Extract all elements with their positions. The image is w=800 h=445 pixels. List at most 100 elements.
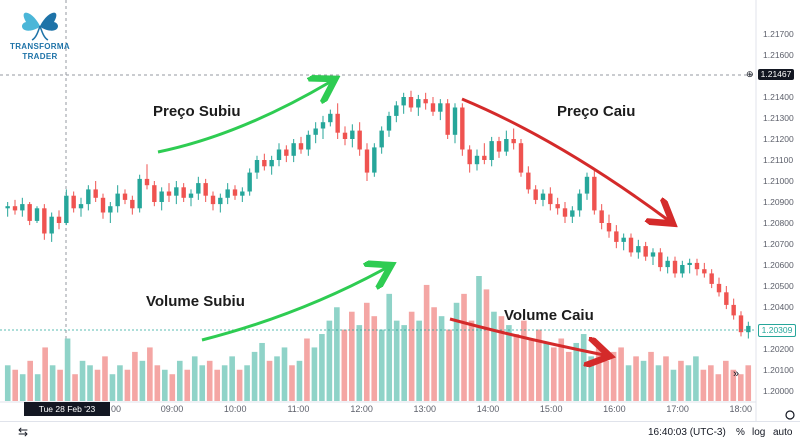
volume-bar xyxy=(281,347,288,401)
volume-bar xyxy=(386,293,393,401)
candle-body xyxy=(687,262,692,265)
candle-body xyxy=(716,283,722,293)
volume-bar xyxy=(573,342,580,401)
candle-body xyxy=(489,141,494,160)
candle-body xyxy=(548,193,553,205)
candle-body xyxy=(460,107,465,150)
price-down-arrow xyxy=(461,97,668,220)
volume-bar xyxy=(625,365,632,401)
candle-body xyxy=(731,304,736,316)
candle-body xyxy=(298,143,304,150)
volume-bar xyxy=(468,320,475,401)
plus-icon[interactable]: ⊕ xyxy=(746,69,754,79)
candlesticks xyxy=(5,90,751,339)
candle-body xyxy=(658,252,663,268)
volume-bar xyxy=(363,302,370,401)
volume-bar xyxy=(221,365,228,401)
butterfly-icon xyxy=(22,12,58,41)
candle-body xyxy=(672,260,678,274)
volume-bar xyxy=(206,360,213,401)
log-toggle[interactable]: log xyxy=(752,427,766,438)
price-tick-label: 1.20100 xyxy=(763,365,794,375)
scroll-right-icon[interactable]: » xyxy=(733,368,739,380)
candle-body xyxy=(357,130,362,150)
candle-body xyxy=(247,172,252,192)
candle-body xyxy=(680,265,685,274)
candle-body xyxy=(137,178,142,209)
candle-body xyxy=(269,160,274,167)
time-tick-label: 16:00 xyxy=(603,404,626,414)
candle-body xyxy=(166,191,172,196)
candle-body xyxy=(665,260,670,268)
volume-bar xyxy=(453,302,460,401)
candle-body xyxy=(430,103,436,112)
volume-bar xyxy=(715,374,722,401)
price-tick-label: 1.21200 xyxy=(763,134,794,144)
price-tick-label: 1.20600 xyxy=(763,260,794,270)
volume-bar xyxy=(708,365,714,401)
candle-body xyxy=(188,193,194,198)
price-tick-label: 1.20000 xyxy=(763,386,794,396)
candle-body xyxy=(78,204,84,209)
volume-bar xyxy=(610,351,617,401)
annotation-volume-down: Volume Caiu xyxy=(504,307,594,324)
candle-body xyxy=(724,292,729,305)
volume-bar xyxy=(349,311,355,401)
candle-body xyxy=(401,97,406,106)
last-price-tag: 1.20309 xyxy=(758,324,796,337)
auto-toggle[interactable]: auto xyxy=(773,427,793,438)
date-range-icon[interactable]: ⇆ xyxy=(18,425,29,439)
gear-icon[interactable] xyxy=(785,410,795,420)
volume-bar xyxy=(236,369,243,401)
price-tick-label: 1.21300 xyxy=(763,113,794,123)
volume-bar xyxy=(169,374,176,401)
candle-body xyxy=(122,193,128,200)
candle-body xyxy=(159,191,164,202)
volume-bar xyxy=(491,311,497,401)
candle-body xyxy=(533,189,538,200)
price-axis[interactable]: 1.217001.216001.215001.214001.213001.212… xyxy=(763,29,794,396)
candle-body xyxy=(181,187,186,198)
volume-bar xyxy=(326,320,333,401)
volume-bar xyxy=(663,356,669,401)
candle-body xyxy=(56,216,62,223)
volume-bar xyxy=(513,334,520,401)
candle-body xyxy=(445,103,450,135)
candle-body xyxy=(496,141,502,152)
volume-bar xyxy=(102,356,108,401)
time-label-partial: 00 xyxy=(111,404,122,414)
volume-bar xyxy=(678,360,684,401)
time-tick-label: 09:00 xyxy=(161,404,184,414)
logo-line-1: TRANSFORMA xyxy=(10,42,70,51)
candle-body xyxy=(482,155,487,160)
candle-body xyxy=(71,195,76,209)
clock-timezone[interactable]: 16:40:03 (UTC-3) xyxy=(648,427,726,438)
candle-body xyxy=(320,122,326,129)
volume-bar xyxy=(319,334,325,401)
percent-toggle[interactable]: % xyxy=(736,427,745,438)
price-tick-label: 1.21700 xyxy=(763,29,794,39)
candle-body xyxy=(20,204,25,211)
candle-body xyxy=(540,193,546,200)
candle-body xyxy=(203,183,208,196)
volume-bar xyxy=(446,329,452,401)
candle-body xyxy=(408,97,414,108)
logo-line-2: TRADER xyxy=(22,52,58,61)
time-tick-label: 10:00 xyxy=(224,404,247,414)
volume-bar xyxy=(176,360,183,401)
volume-bar xyxy=(304,338,310,401)
candle-body xyxy=(562,208,568,217)
price-tick-label: 1.21100 xyxy=(763,155,793,165)
volume-bar xyxy=(341,329,348,401)
volume-bar xyxy=(214,369,220,401)
volume-bar xyxy=(259,342,265,401)
candle-body xyxy=(636,246,641,253)
volume-bar xyxy=(700,369,707,401)
time-axis[interactable]: 09:00 10:00 11:00 12:00 13:00 14:00 15:00 16:00… xyxy=(161,404,752,414)
candle-body xyxy=(276,149,282,160)
volume-bar xyxy=(401,325,407,401)
volume-bar xyxy=(580,334,587,401)
candle-body xyxy=(570,210,575,217)
candle-body xyxy=(592,176,597,211)
